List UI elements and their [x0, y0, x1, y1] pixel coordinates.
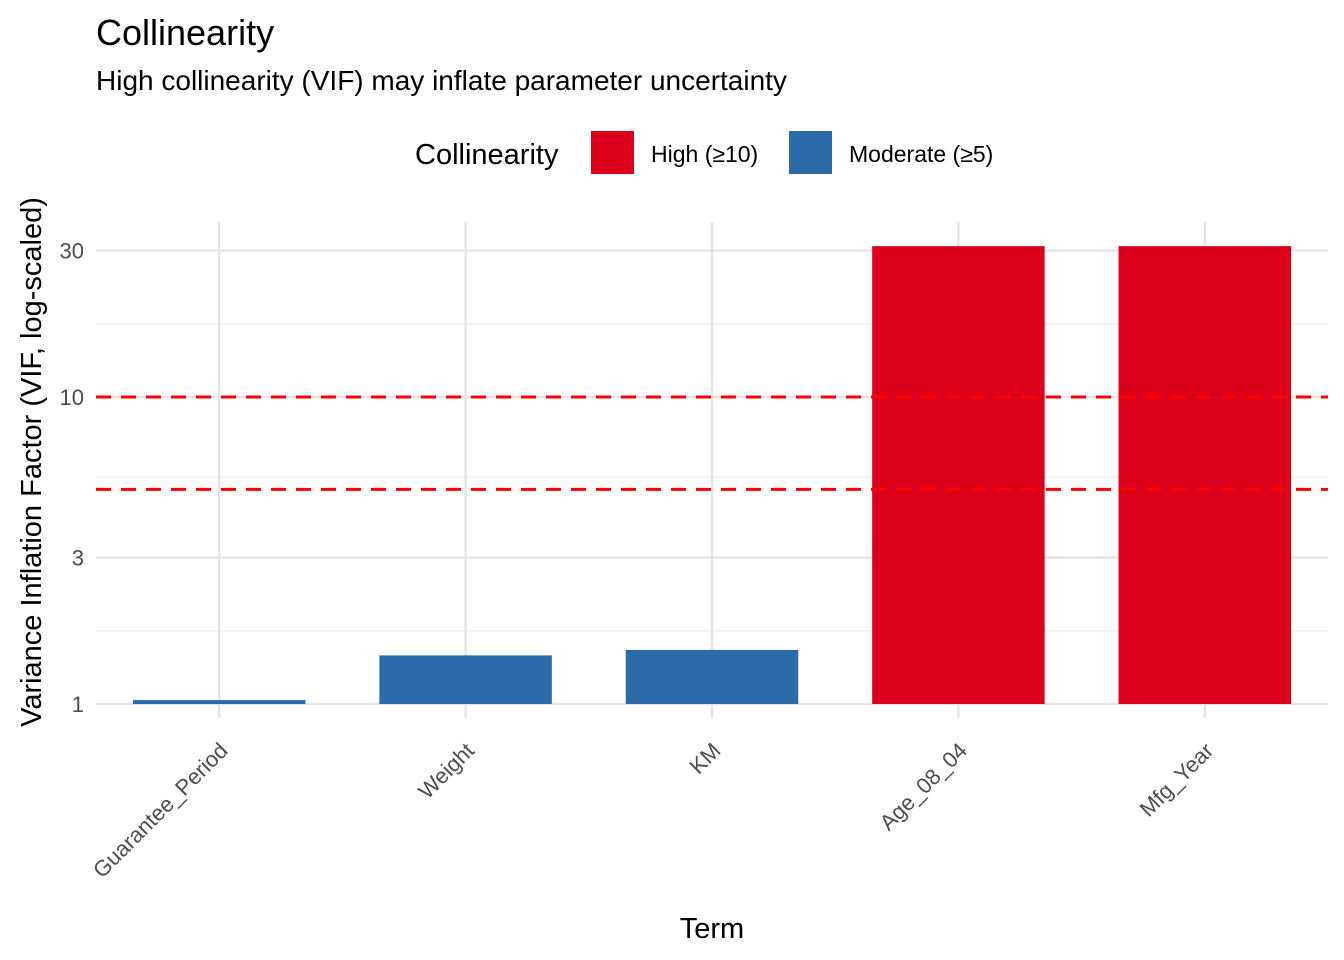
- y-axis-ticks: 1 3 10 30: [60, 239, 84, 717]
- chart-subtitle: High collinearity (VIF) may inflate para…: [96, 65, 787, 96]
- x-tick-label: Mfg_Year: [1135, 738, 1219, 822]
- y-tick-label: 1: [72, 692, 84, 717]
- y-tick-label: 3: [72, 546, 84, 571]
- x-tick-label: KM: [685, 738, 726, 779]
- legend-title: Collinearity: [415, 139, 559, 171]
- legend-label-high: High (≥10): [651, 141, 758, 167]
- x-tick-label: Guarantee_Period: [88, 738, 233, 883]
- legend-swatch-high: [591, 131, 634, 174]
- bar-age-08-04: [872, 246, 1045, 704]
- bar-weight: [379, 655, 552, 704]
- y-axis-title: Variance Inflation Factor (VIF, log-scal…: [16, 197, 48, 727]
- bars: [132, 246, 1292, 704]
- legend: Collinearity High (≥10) Moderate (≥5): [415, 131, 993, 174]
- x-tick-label: Weight: [413, 738, 479, 804]
- chart-title: Collinearity: [96, 12, 274, 53]
- bar-guarantee-period: [132, 700, 306, 704]
- x-axis-title: Term: [680, 913, 744, 945]
- legend-swatch-moderate: [789, 131, 832, 174]
- legend-label-moderate: Moderate (≥5): [849, 141, 993, 167]
- x-axis-ticks: Guarantee_Period Weight KM Age_08_04 Mfg_Yea…: [88, 738, 1218, 883]
- y-tick-label: 30: [60, 239, 84, 264]
- bar-mfg-year: [1118, 246, 1292, 704]
- x-tick-label: Age_08_04: [875, 738, 972, 835]
- bar-km: [625, 649, 799, 704]
- y-tick-label: 10: [60, 385, 84, 410]
- reference-lines: [96, 395, 1328, 491]
